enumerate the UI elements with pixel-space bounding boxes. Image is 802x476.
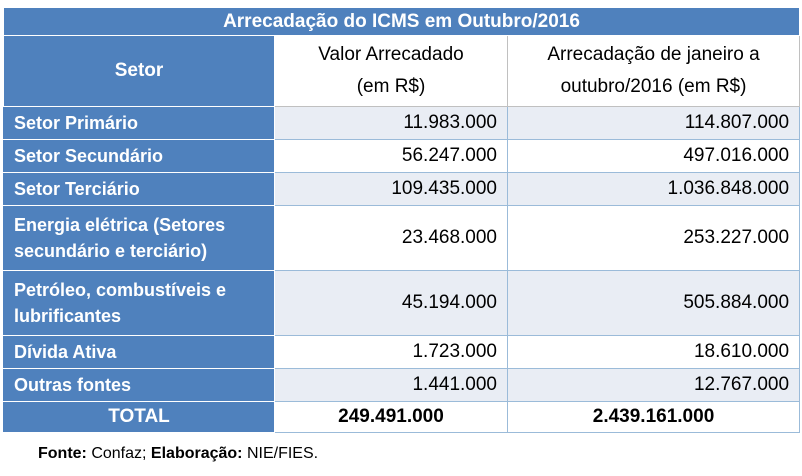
- row-value: 109.435.000: [274, 172, 508, 206]
- row-ytd: 1.036.848.000: [506, 172, 801, 206]
- row-ytd: 253.227.000: [506, 205, 801, 271]
- column-header-ytd-line1: Arrecadação de janeiro a: [547, 44, 760, 65]
- row-label: Setor Secundário: [3, 139, 275, 173]
- total-label: TOTAL: [3, 401, 275, 433]
- table-title: Arrecadação do ICMS em Outubro/2016: [2, 7, 801, 36]
- source-label: Fonte:: [38, 445, 87, 462]
- row-ytd: 18.610.000: [506, 335, 801, 369]
- row-value: 1.723.000: [274, 335, 508, 369]
- column-header-value-line1: Valor Arrecadado: [318, 44, 464, 65]
- table-header-row: Setor Valor Arrecadado (em R$) Arrecadaç…: [3, 35, 801, 107]
- column-header-ytd-line2: outubro/2016 (em R$): [560, 76, 747, 97]
- row-label: Dívida Ativa: [3, 335, 275, 369]
- row-ytd: 505.884.000: [506, 270, 801, 336]
- column-header-ytd: Arrecadação de janeiro a outubro/2016 (e…: [506, 35, 801, 107]
- icms-table: Arrecadação do ICMS em Outubro/2016 Seto…: [2, 7, 801, 433]
- icms-table-container: Arrecadação do ICMS em Outubro/2016 Seto…: [2, 7, 801, 433]
- row-value: 23.468.000: [274, 205, 508, 271]
- total-ytd: 2.439.161.000: [506, 401, 801, 433]
- column-header-value-line2: (em R$): [356, 76, 426, 97]
- row-label: Petróleo, combustíveis e lubrificantes: [3, 270, 275, 336]
- column-header-value: Valor Arrecadado (em R$): [274, 35, 508, 107]
- row-value: 1.441.000: [274, 368, 508, 402]
- column-header-sector: Setor: [3, 35, 275, 107]
- source-value: Confaz;: [91, 445, 147, 462]
- table-row: Setor Primário 11.983.000 114.807.000: [3, 106, 801, 140]
- elaboration-value: NIE/FIES.: [246, 445, 319, 462]
- table-row: Dívida Ativa 1.723.000 18.610.000: [3, 335, 801, 369]
- table-row: Petróleo, combustíveis e lubrificantes 4…: [3, 270, 801, 336]
- row-label: Outras fontes: [3, 368, 275, 402]
- row-value: 56.247.000: [274, 139, 508, 173]
- total-row: TOTAL 249.491.000 2.439.161.000: [3, 401, 801, 433]
- row-label: Setor Primário: [3, 106, 275, 140]
- row-value: 45.194.000: [274, 270, 508, 336]
- row-value: 11.983.000: [274, 106, 508, 140]
- total-value: 249.491.000: [274, 401, 508, 433]
- table-row: Outras fontes 1.441.000 12.767.000: [3, 368, 801, 402]
- table-row: Energia elétrica (Setores secundário e t…: [3, 205, 801, 271]
- row-label: Setor Terciário: [3, 172, 275, 206]
- table-title-row: Arrecadação do ICMS em Outubro/2016: [2, 7, 801, 36]
- row-ytd: 497.016.000: [506, 139, 801, 173]
- row-ytd: 114.807.000: [506, 106, 801, 140]
- table-row: Setor Terciário 109.435.000 1.036.848.00…: [3, 172, 801, 206]
- row-ytd: 12.767.000: [506, 368, 801, 402]
- row-label: Energia elétrica (Setores secundário e t…: [3, 205, 275, 271]
- source-footnote: Fonte: Confaz; Elaboração: NIE/FIES.: [38, 444, 318, 464]
- table-row: Setor Secundário 56.247.000 497.016.000: [3, 139, 801, 173]
- elaboration-label: Elaboração:: [150, 445, 243, 462]
